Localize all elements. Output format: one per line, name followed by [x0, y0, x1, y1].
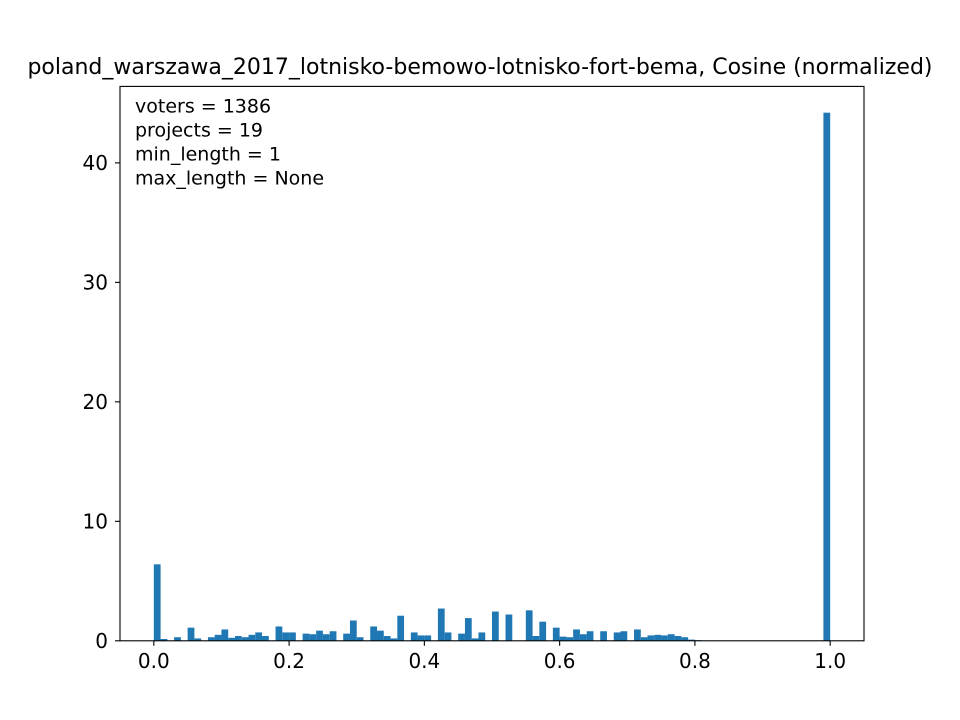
- y-tick-label: 40: [83, 151, 108, 175]
- histogram-bar: [282, 632, 289, 640]
- histogram-bar: [580, 634, 587, 641]
- histogram-bar: [823, 113, 830, 641]
- histogram-bar: [465, 618, 472, 641]
- histogram-bar: [492, 612, 499, 641]
- histogram-bar: [675, 636, 682, 641]
- histogram-bar: [418, 635, 425, 640]
- histogram-bar: [533, 636, 540, 641]
- histogram-bar: [309, 634, 316, 641]
- histogram-bar: [614, 632, 621, 640]
- histogram-bar: [303, 634, 310, 641]
- histogram-bar: [573, 629, 580, 640]
- histogram-bar: [438, 609, 445, 641]
- histogram-bar: [215, 635, 222, 641]
- histogram-bar: [262, 636, 269, 641]
- histogram-bar: [316, 631, 323, 641]
- x-tick-label: 0.4: [408, 649, 440, 673]
- histogram-bar: [255, 632, 262, 640]
- x-tick-label: 0.2: [273, 649, 305, 673]
- histogram-bar: [343, 634, 350, 641]
- histogram-bar: [506, 615, 513, 641]
- histogram-bar: [445, 632, 452, 640]
- histogram-bar: [634, 629, 641, 640]
- histogram-bar: [553, 628, 560, 641]
- histogram-bar: [478, 632, 485, 640]
- histogram-bar: [377, 631, 384, 641]
- histogram-bar: [235, 636, 242, 641]
- histogram-bar: [154, 564, 161, 640]
- histogram-bar: [560, 637, 567, 641]
- stats-annotation-line: voters = 1386: [135, 95, 271, 117]
- histogram-bar: [621, 631, 628, 641]
- histogram-bar: [654, 635, 661, 641]
- histogram-bar: [323, 634, 330, 641]
- stats-annotation-line: projects = 19: [135, 119, 263, 141]
- chart-title: poland_warszawa_2017_lotnisko-bemowo-lot…: [27, 55, 932, 80]
- histogram-bar: [600, 631, 607, 641]
- histogram-bar: [276, 626, 283, 640]
- histogram-bar: [661, 635, 668, 640]
- y-tick-label: 20: [83, 390, 108, 414]
- histogram-bar: [668, 634, 675, 641]
- histogram-bar: [188, 628, 195, 641]
- histogram-bar: [330, 631, 337, 641]
- x-tick-label: 0.0: [138, 649, 170, 673]
- histogram-bar: [539, 622, 546, 641]
- stats-annotation-line: max_length = None: [135, 167, 324, 189]
- histogram-bar: [350, 620, 357, 640]
- histogram-bar: [249, 635, 256, 641]
- histogram-bar: [587, 631, 594, 641]
- histogram-bar: [648, 635, 655, 640]
- histogram-bar: [458, 634, 465, 641]
- y-tick-label: 0: [95, 629, 108, 653]
- histogram-bar: [397, 616, 404, 641]
- x-tick-label: 0.8: [679, 649, 711, 673]
- histogram-bar: [289, 632, 296, 640]
- histogram-bar: [221, 629, 228, 640]
- histogram-bar: [370, 626, 377, 640]
- histogram-bar: [424, 635, 431, 640]
- histogram-bar: [384, 636, 391, 641]
- histogram-bar: [526, 610, 533, 640]
- y-tick-label: 10: [83, 509, 108, 533]
- histogram-bar: [411, 632, 418, 640]
- stats-annotation-line: min_length = 1: [135, 143, 281, 165]
- x-tick-label: 1.0: [814, 649, 846, 673]
- y-tick-label: 30: [83, 270, 108, 294]
- x-tick-label: 0.6: [544, 649, 576, 673]
